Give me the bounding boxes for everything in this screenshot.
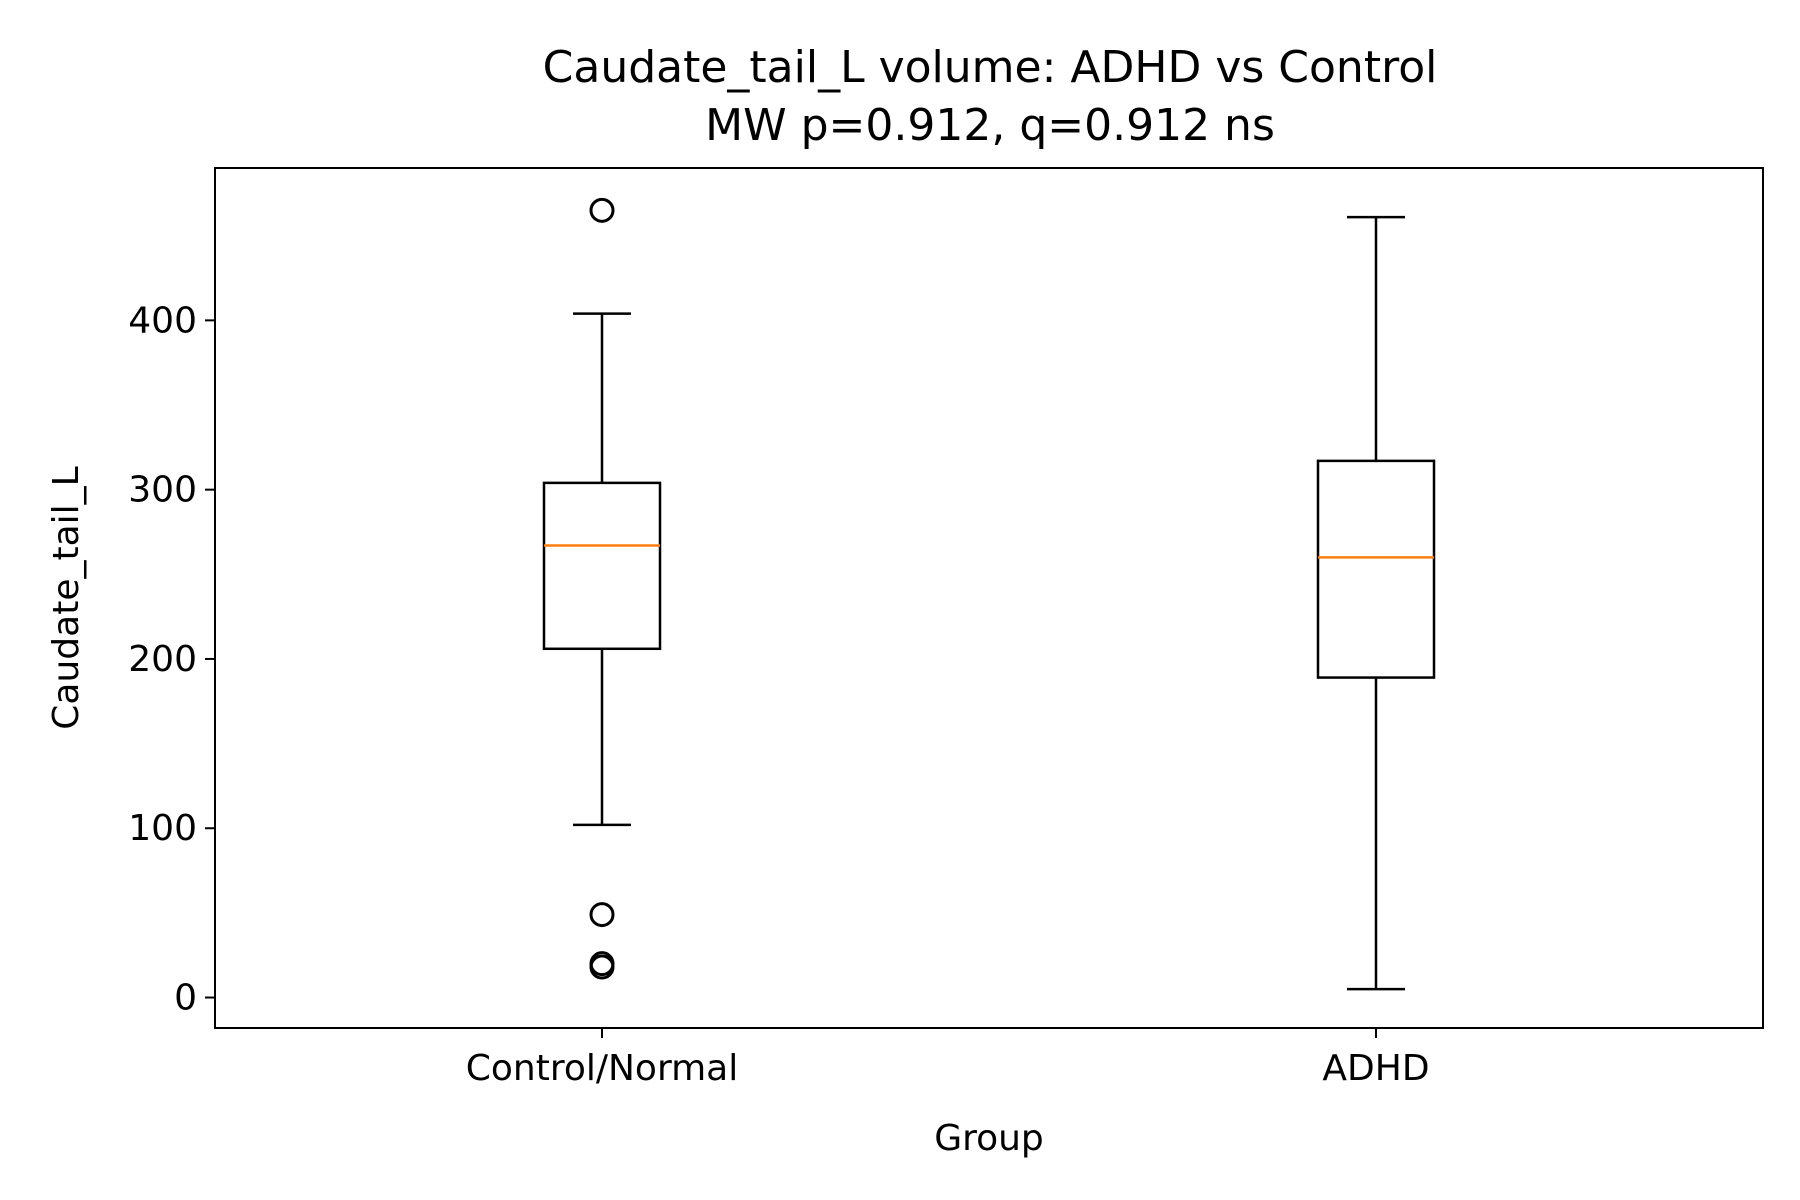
y-tick-label: 400 (128, 300, 197, 341)
y-axis: 0 100 200 300 400 (128, 300, 215, 1019)
outlier-point (589, 902, 615, 928)
x-tick-label: ADHD (1322, 1048, 1429, 1089)
plot-area (214, 167, 1764, 1029)
chart-subtitle: MW p=0.912, q=0.912 ns (705, 100, 1275, 151)
y-tick-label: 200 (128, 639, 197, 680)
y-tick-label: 300 (128, 470, 197, 511)
outlier-point (589, 954, 615, 980)
chart-title: Caudate_tail_L volume: ADHD vs Control (543, 42, 1438, 93)
box-iqr (542, 481, 662, 651)
outlier-point (589, 197, 615, 223)
x-axis: Control/Normal ADHD (466, 1028, 1430, 1089)
box-series (542, 197, 1436, 991)
box-iqr (1316, 459, 1436, 679)
y-tick-label: 0 (174, 978, 197, 1019)
y-tick-label: 100 (128, 808, 197, 849)
x-axis-label: Group (934, 1118, 1044, 1159)
x-tick-label: Control/Normal (466, 1048, 739, 1089)
y-axis-label: Caudate_tail_L (46, 466, 87, 729)
